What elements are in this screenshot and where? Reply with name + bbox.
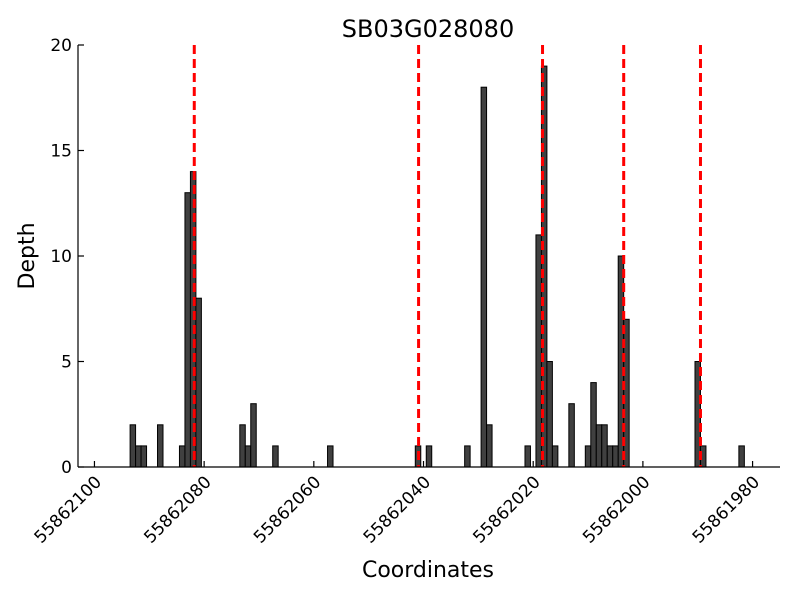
bar-15 [464,445,471,468]
bar-25 [590,382,597,468]
bar-9 [244,445,252,468]
bar-2 [140,445,148,468]
bar-24 [584,445,592,468]
bar-14 [425,445,433,468]
bar-17 [486,424,493,468]
bar-3 [157,424,164,468]
bar-26 [595,424,603,468]
y-tick-label-3: 15 [50,142,72,162]
bar-16 [480,86,488,468]
bar-7 [195,297,202,468]
chart-title: SB03G028080 [342,15,514,43]
x-tick-label-3: 55862040 [360,472,435,547]
bar-21 [546,361,553,468]
x-tick-label-4: 55862020 [469,472,544,547]
bar-4 [178,445,186,468]
bar-10 [250,403,257,468]
y-tick-label-4: 20 [50,36,72,56]
bar-23 [568,403,575,468]
bar-5 [184,192,191,468]
bar-11 [272,445,279,468]
bar-1 [135,445,142,468]
x-tick-label-6: 55861980 [689,472,764,547]
bar-22 [551,445,559,468]
bar-18 [524,445,531,468]
y-tick-label-2: 10 [50,247,72,267]
bar-12 [327,445,334,468]
bar-19 [535,234,542,468]
x-tick-label-5: 55862000 [579,472,654,547]
y-axis-label: Depth [15,222,40,289]
x-axis-label: Coordinates [362,558,494,583]
bar-0 [129,424,137,468]
x-tick-label-2: 55862060 [250,472,325,547]
x-tick-label-0: 55862100 [31,472,106,547]
x-tick-label-1: 55862080 [140,472,215,547]
y-tick-label-1: 5 [61,353,72,373]
bar-28 [606,445,614,468]
bar-8 [239,424,246,468]
bar-27 [601,424,608,468]
y-tick-label-0: 0 [61,458,72,478]
bar-29 [612,445,619,468]
bar-20 [540,65,548,468]
bar-34 [738,445,745,468]
plot-area: 0 5 10 15 20 55862100 55862080 55862060 55862040… [31,36,780,548]
